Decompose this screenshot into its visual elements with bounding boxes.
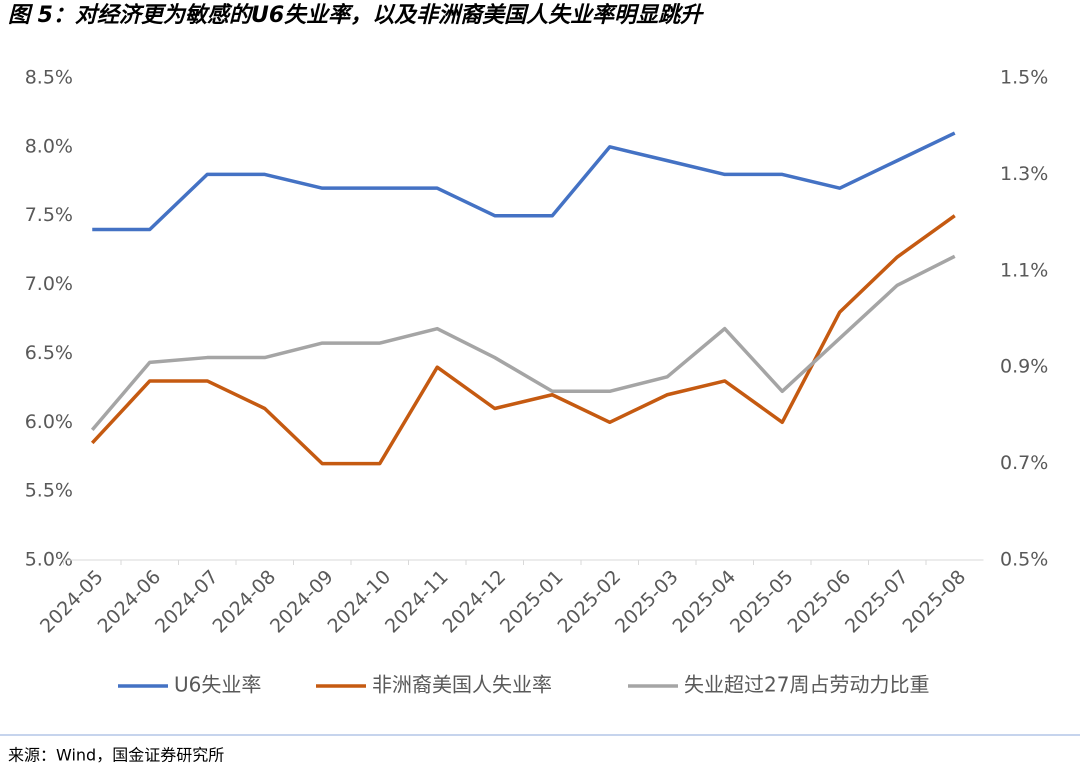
y-tick-label: 6.5%: [25, 342, 73, 364]
chart-title: 图 5：对经济更为敏感的U6失业率，以及非洲裔美国人失业率明显跳升: [8, 2, 704, 28]
y2-tick-label: 1.1%: [1000, 259, 1048, 281]
y-tick-label: 8.0%: [25, 135, 73, 157]
y2-tick-label: 1.5%: [1000, 67, 1048, 89]
y-tick-label: 7.5%: [25, 204, 73, 226]
x-tick-label: 2025-08: [898, 566, 970, 638]
y2-tick-label: 0.7%: [1000, 452, 1048, 474]
y-tick-label: 8.5%: [25, 67, 73, 89]
source: 来源：Wind，国金证券研究所: [8, 746, 224, 765]
series-line: [90, 214, 956, 466]
y2-tick-label: 0.5%: [1000, 549, 1048, 571]
y2-tick-label: 1.3%: [1000, 163, 1048, 185]
y-tick-label: 5.0%: [25, 549, 73, 571]
y-tick-label: 5.5%: [25, 480, 73, 502]
legend-label: U6失业率: [174, 673, 261, 697]
y-tick-label: 7.0%: [25, 273, 73, 295]
series-line: [92, 131, 956, 232]
legend-label: 非洲裔美国人失业率: [372, 673, 552, 697]
y2-tick-label: 0.9%: [1000, 356, 1048, 378]
y-tick-label: 6.0%: [25, 411, 73, 433]
series-line: [90, 254, 956, 431]
legend-label: 失业超过27周占劳动力比重: [684, 673, 929, 697]
